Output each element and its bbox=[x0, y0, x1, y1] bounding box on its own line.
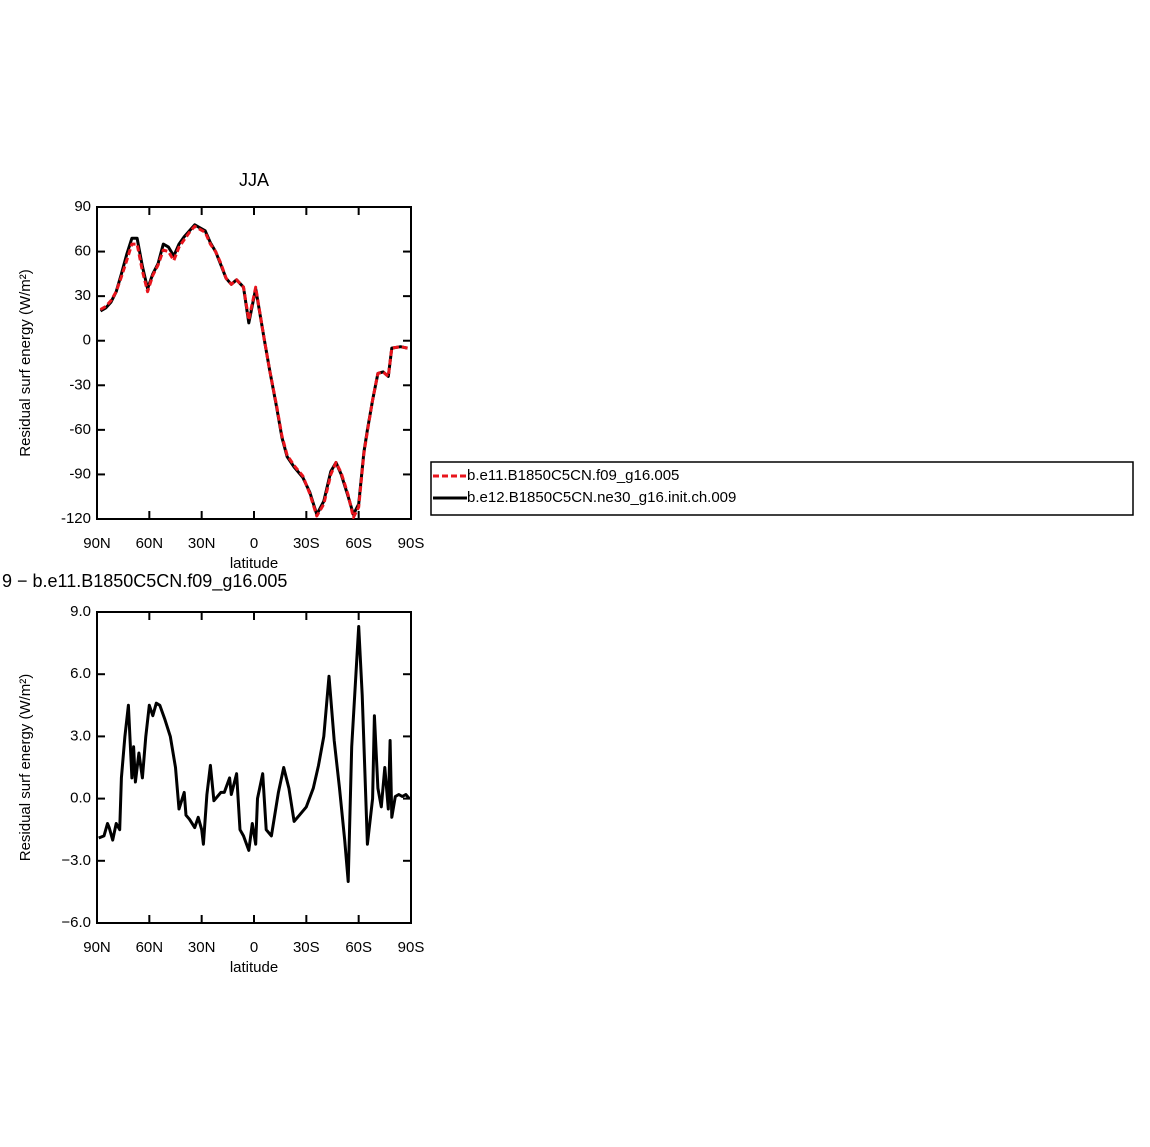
legend: b.e11.B1850C5CN.f09_g16.005 b.e12.B1850C5… bbox=[430, 461, 1134, 516]
legend-label: b.e12.B1850C5CN.ne30_g16.init.ch.009 bbox=[467, 489, 736, 506]
y-axis-label: Residual surf energy (W/m²) bbox=[17, 674, 34, 862]
x-tick-label: 60S bbox=[345, 939, 372, 956]
y-tick-label: 60 bbox=[74, 243, 91, 260]
x-tick-label: 90N bbox=[83, 535, 111, 552]
x-tick-label: 30S bbox=[293, 535, 320, 552]
y-tick-label: 30 bbox=[74, 287, 91, 304]
x-tick-label: 90S bbox=[398, 939, 425, 956]
data-line bbox=[98, 625, 411, 883]
x-tick-label: 90S bbox=[398, 535, 425, 552]
y-tick-label: -120 bbox=[61, 510, 91, 527]
y-tick-label: 0.0 bbox=[70, 790, 91, 807]
y-tick-label: 6.0 bbox=[70, 665, 91, 682]
x-tick-label: 0 bbox=[250, 535, 258, 552]
y-tick-label: 90 bbox=[74, 198, 91, 215]
y-tick-label: 9.0 bbox=[70, 603, 91, 620]
y-tick-label: −6.0 bbox=[61, 914, 91, 931]
chart-title: 9 − b.e11.B1850C5CN.f09_g16.005 bbox=[2, 571, 287, 592]
x-tick-label: 90N bbox=[83, 939, 111, 956]
y-tick-label: -90 bbox=[69, 465, 91, 482]
legend-label: b.e11.B1850C5CN.f09_g16.005 bbox=[467, 467, 679, 484]
x-tick-label: 60N bbox=[136, 535, 164, 552]
x-axis-label: latitude bbox=[230, 959, 278, 976]
data-line bbox=[99, 224, 408, 519]
x-tick-label: 0 bbox=[250, 939, 258, 956]
x-tick-label: 30S bbox=[293, 939, 320, 956]
x-tick-label: 30N bbox=[188, 535, 216, 552]
x-axis-label: latitude bbox=[230, 555, 278, 572]
y-tick-label: -30 bbox=[69, 376, 91, 393]
y-tick-label: −3.0 bbox=[61, 852, 91, 869]
y-axis-label: Residual surf energy (W/m²) bbox=[17, 269, 34, 457]
plot-frame bbox=[96, 206, 412, 520]
y-tick-label: 0 bbox=[83, 332, 91, 349]
x-tick-label: 30N bbox=[188, 939, 216, 956]
legend-box bbox=[430, 461, 1134, 516]
y-tick-label: 3.0 bbox=[70, 727, 91, 744]
x-tick-label: 60N bbox=[136, 939, 164, 956]
y-tick-label: -60 bbox=[69, 421, 91, 438]
x-tick-label: 60S bbox=[345, 535, 372, 552]
chart-title: JJA bbox=[239, 170, 269, 190]
